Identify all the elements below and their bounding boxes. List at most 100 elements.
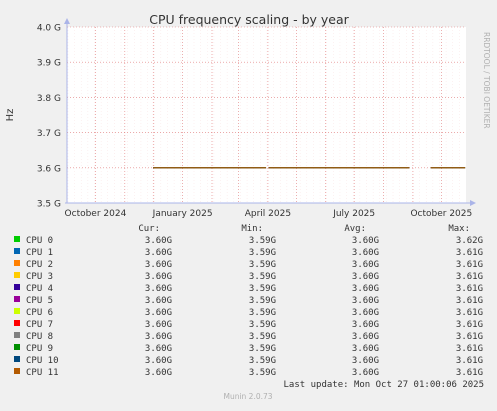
x-axis-arrow [470, 200, 476, 206]
legend-value-min: 3.59G [249, 236, 276, 246]
legend-value-cur: 3.60G [145, 272, 172, 282]
legend-value-max: 3.61G [456, 308, 483, 318]
x-tick-label: July 2025 [332, 209, 375, 219]
legend-series-name: CPU 5 [26, 296, 53, 306]
legend-value-cur: 3.60G [145, 284, 172, 294]
legend-row: CPU 7 3.60G 3.59G 3.60G 3.61G [14, 320, 483, 330]
legend-series-name: CPU 7 [26, 320, 53, 330]
legend-value-avg: 3.60G [352, 236, 379, 246]
legend-value-max: 3.61G [456, 272, 483, 282]
legend-value-avg: 3.60G [352, 344, 379, 354]
legend-series-name: CPU 6 [26, 308, 53, 318]
legend-value-avg: 3.60G [352, 356, 379, 366]
legend-series-name: CPU 11 [26, 368, 59, 378]
grid [67, 26, 466, 204]
legend-value-cur: 3.60G [145, 356, 172, 366]
legend-series-name: CPU 1 [26, 248, 53, 258]
legend-swatch [14, 368, 20, 374]
legend-value-cur: 3.60G [145, 332, 172, 342]
legend-value-avg: 3.60G [352, 308, 379, 318]
y-tick-label: 3.8 G [37, 94, 61, 104]
legend-value-max: 3.61G [456, 344, 483, 354]
last-update: Last update: Mon Oct 27 01:00:06 2025 [284, 380, 484, 390]
legend-value-avg: 3.60G [352, 368, 379, 378]
legend-swatch [14, 356, 20, 362]
axes [64, 18, 476, 206]
legend-value-min: 3.59G [249, 356, 276, 366]
y-tick-label: 3.6 G [37, 164, 61, 174]
munin-version: Munin 2.0.73 [223, 392, 272, 401]
rrdtool-watermark: RRDTOOL / TOBI OETIKER [482, 32, 491, 129]
legend-row: CPU 2 3.60G 3.59G 3.60G 3.61G [14, 260, 483, 270]
legend-value-max: 3.61G [456, 296, 483, 306]
legend-row: CPU 4 3.60G 3.59G 3.60G 3.61G [14, 284, 483, 294]
legend-row: CPU 8 3.60G 3.59G 3.60G 3.61G [14, 332, 483, 342]
legend-value-min: 3.59G [249, 260, 276, 270]
legend-row: CPU 0 3.60G 3.59G 3.60G 3.62G [14, 236, 483, 246]
legend-swatch [14, 284, 20, 290]
legend-series-name: CPU 2 [26, 260, 53, 270]
legend-value-min: 3.59G [249, 308, 276, 318]
x-tick-label: April 2025 [245, 209, 291, 219]
legend-series-name: CPU 0 [26, 236, 53, 246]
legend: Cur: Min: Avg: Max: CPU 0 3.60G 3.59G 3.60G… [14, 224, 483, 378]
legend-value-cur: 3.60G [145, 260, 172, 270]
legend-row: CPU 11 3.60G 3.59G 3.60G 3.61G [14, 368, 483, 378]
legend-header-min: Min: [241, 224, 263, 234]
legend-value-min: 3.59G [249, 272, 276, 282]
legend-series-name: CPU 10 [26, 356, 59, 366]
legend-swatch [14, 320, 20, 326]
x-tick-label: October 2024 [65, 209, 127, 219]
legend-value-min: 3.59G [249, 368, 276, 378]
legend-value-avg: 3.60G [352, 332, 379, 342]
legend-swatch [14, 248, 20, 254]
legend-series-name: CPU 8 [26, 332, 53, 342]
legend-value-min: 3.59G [249, 344, 276, 354]
legend-swatch [14, 296, 20, 302]
legend-value-min: 3.59G [249, 332, 276, 342]
legend-value-max: 3.61G [456, 284, 483, 294]
legend-value-cur: 3.60G [145, 344, 172, 354]
legend-series-name: CPU 4 [26, 284, 53, 294]
legend-value-cur: 3.60G [145, 236, 172, 246]
legend-value-avg: 3.60G [352, 248, 379, 258]
legend-series-name: CPU 3 [26, 272, 53, 282]
legend-row: CPU 3 3.60G 3.59G 3.60G 3.61G [14, 272, 483, 282]
legend-value-min: 3.59G [249, 284, 276, 294]
legend-value-cur: 3.60G [145, 296, 172, 306]
legend-series-name: CPU 9 [26, 344, 53, 354]
legend-value-max: 3.61G [456, 332, 483, 342]
y-tick-label: 3.7 G [37, 129, 61, 139]
legend-header-cur: Cur: [138, 224, 160, 234]
y-tick-label: 4.0 G [37, 24, 61, 34]
legend-value-max: 3.61G [456, 368, 483, 378]
x-tick-label: January 2025 [152, 209, 213, 219]
legend-rows: CPU 0 3.60G 3.59G 3.60G 3.62G CPU 1 3.60G 3.59G… [14, 236, 483, 378]
legend-value-cur: 3.60G [145, 320, 172, 330]
legend-row: CPU 9 3.60G 3.59G 3.60G 3.61G [14, 344, 483, 354]
y-tick-labels: 4.0 G 3.9 G 3.8 G 3.7 G 3.6 G 3.5 G [37, 24, 61, 210]
legend-swatch [14, 272, 20, 278]
legend-value-min: 3.59G [249, 320, 276, 330]
legend-header-max: Max: [448, 224, 470, 234]
chart-title: CPU frequency scaling - by year [149, 12, 349, 27]
legend-row: CPU 6 3.60G 3.59G 3.60G 3.61G [14, 308, 483, 318]
y-axis-arrow [64, 18, 70, 24]
legend-value-min: 3.59G [249, 296, 276, 306]
legend-swatch [14, 260, 20, 266]
legend-value-avg: 3.60G [352, 260, 379, 270]
legend-swatch [14, 332, 20, 338]
legend-value-avg: 3.60G [352, 284, 379, 294]
x-tick-label: October 2025 [410, 209, 472, 219]
y-axis-label: Hz [5, 109, 16, 122]
legend-value-max: 3.61G [456, 356, 483, 366]
legend-swatch [14, 236, 20, 242]
legend-value-avg: 3.60G [352, 320, 379, 330]
x-tick-labels: October 2024 January 2025 April 2025 July 2… [65, 209, 473, 219]
legend-row: CPU 5 3.60G 3.59G 3.60G 3.61G [14, 296, 483, 306]
legend-value-min: 3.59G [249, 248, 276, 258]
legend-value-cur: 3.60G [145, 368, 172, 378]
legend-swatch [14, 344, 20, 350]
legend-value-avg: 3.60G [352, 296, 379, 306]
